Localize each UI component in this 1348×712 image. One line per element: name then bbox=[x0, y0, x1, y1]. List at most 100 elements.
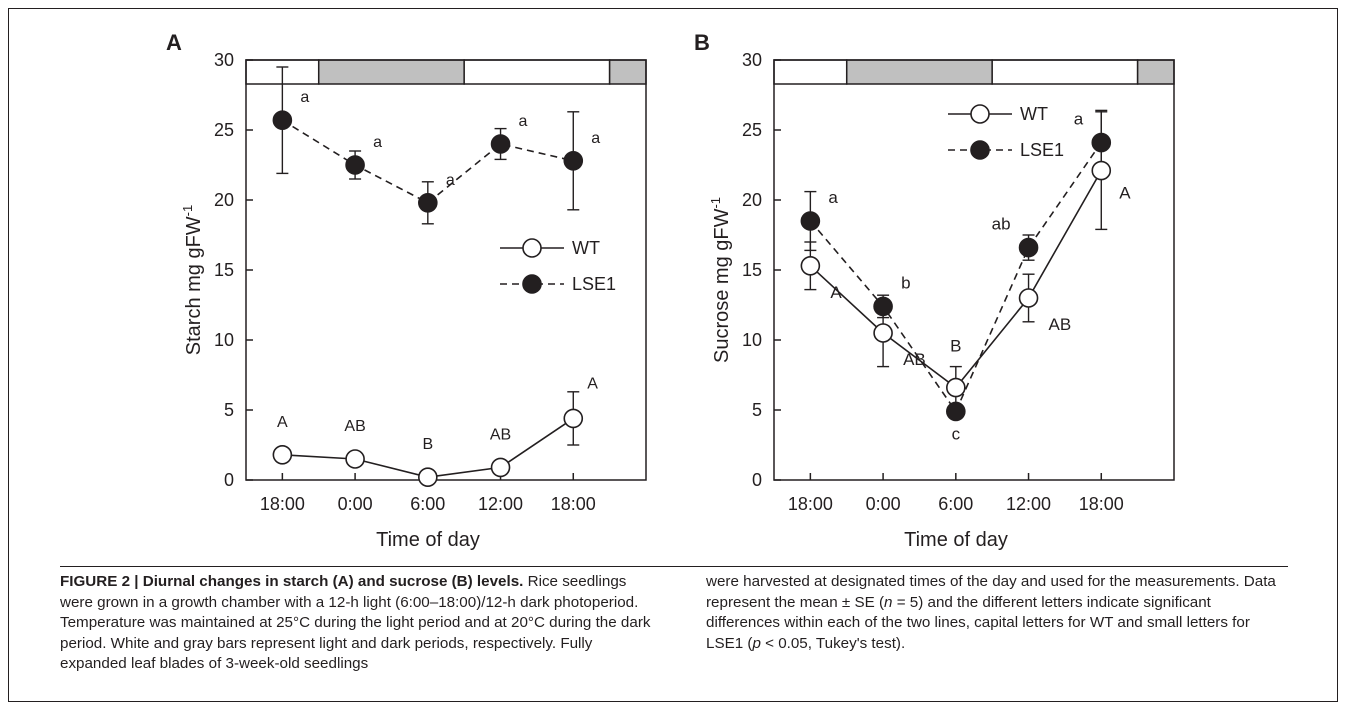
lse1-data-point bbox=[1091, 132, 1112, 153]
sucrose-chart: 0 5 10 15 20 25 30 18:00 0:00 6:00 12:00 18:00 Time … bbox=[694, 30, 1175, 551]
lse1-data-point bbox=[946, 401, 966, 422]
lse1-significance-letter: a bbox=[519, 113, 528, 130]
legend-marker bbox=[970, 140, 990, 160]
lse1-significance-letter: a bbox=[446, 172, 455, 189]
legend-label: LSE1 bbox=[1020, 140, 1064, 160]
x-tick-label: 18:00 bbox=[260, 494, 305, 514]
wt-significance-letter: A bbox=[277, 414, 288, 431]
wt-data-point bbox=[272, 444, 293, 465]
lse1-significance-letter: c bbox=[952, 424, 961, 443]
wt-significance-letter: A bbox=[587, 375, 598, 392]
caption-text-right-3: < 0.05, Tukey's test). bbox=[760, 634, 906, 652]
y-tick-label: 15 bbox=[742, 260, 762, 280]
y-tick-label: 20 bbox=[214, 190, 234, 210]
x-tick-label: 6:00 bbox=[410, 494, 445, 514]
legend-marker bbox=[970, 104, 990, 124]
caption-divider bbox=[60, 566, 1288, 567]
dark-period-bar bbox=[1136, 59, 1175, 85]
y-tick-label: 5 bbox=[752, 400, 762, 420]
lse1-data-point bbox=[272, 110, 293, 130]
wt-significance-letter: B bbox=[950, 337, 961, 356]
caption-text-right-2: = 5) and the different letters indicate … bbox=[706, 593, 1250, 652]
dark-period-bar bbox=[317, 59, 465, 85]
lse1-significance-letter: a bbox=[1074, 110, 1084, 129]
wt-data-point bbox=[873, 323, 893, 343]
starch-chart: 0 5 10 15 20 25 30 18:00 0:00 6:00 12:00 18:00 Time … bbox=[166, 30, 647, 551]
wt-data-point bbox=[1091, 160, 1112, 181]
x-tick-label: 0:00 bbox=[866, 494, 901, 514]
x-axis-label: Time of day bbox=[904, 529, 1008, 551]
y-tick-label: 30 bbox=[742, 50, 762, 70]
x-tick-label: 12:00 bbox=[1006, 494, 1051, 514]
wt-significance-letter: AB bbox=[1049, 315, 1072, 334]
light-period-bar bbox=[773, 59, 848, 85]
wt-data-point bbox=[490, 457, 511, 478]
x-tick-label: 18:00 bbox=[1079, 494, 1124, 514]
wt-significance-letter: AB bbox=[344, 418, 365, 435]
lse1-data-point bbox=[563, 151, 584, 171]
legend-label: WT bbox=[1020, 104, 1048, 124]
dark-period-bar bbox=[845, 59, 993, 85]
y-tick-label: 25 bbox=[742, 120, 762, 140]
wt-data-point bbox=[345, 449, 365, 469]
caption-n-symbol: n bbox=[884, 593, 893, 611]
legend-marker bbox=[522, 238, 542, 258]
light-period-bar bbox=[463, 59, 611, 85]
y-tick-label: 30 bbox=[214, 50, 234, 70]
figure-caption-right: were harvested at designated times of th… bbox=[706, 572, 1286, 654]
lse1-data-point bbox=[873, 296, 893, 317]
wt-significance-letter: A bbox=[1119, 184, 1131, 203]
y-tick-label: 5 bbox=[224, 400, 234, 420]
wt-significance-letter: AB bbox=[490, 426, 511, 443]
wt-significance-letter: B bbox=[422, 436, 433, 453]
caption-label: FIGURE 2 | Diurnal changes in starch (A)… bbox=[60, 573, 524, 590]
lse1-significance-letter: a bbox=[828, 188, 838, 207]
y-axis-label: Starch mg gFW-1 bbox=[180, 205, 205, 355]
y-tick-label: 10 bbox=[214, 330, 234, 350]
x-tick-label: 12:00 bbox=[478, 494, 523, 514]
caption-text-left: Rice seedlings were grown in a growth ch… bbox=[60, 573, 651, 673]
wt-data-point bbox=[418, 467, 438, 488]
y-tick-label: 20 bbox=[742, 190, 762, 210]
y-tick-label: 0 bbox=[224, 470, 234, 490]
lse1-significance-letter: a bbox=[591, 130, 600, 147]
lse1-data-point bbox=[800, 211, 821, 231]
wt-significance-letter: A bbox=[830, 283, 842, 302]
caption-p-symbol: p bbox=[752, 634, 761, 652]
wt-significance-letter: AB bbox=[903, 350, 926, 369]
panel-label: A bbox=[166, 30, 182, 55]
legend-marker bbox=[522, 274, 542, 294]
lse1-significance-letter: a bbox=[300, 89, 309, 106]
light-period-bar bbox=[991, 59, 1139, 85]
figure-caption-left: FIGURE 2 | Diurnal changes in starch (A)… bbox=[60, 572, 660, 675]
legend-label: LSE1 bbox=[572, 274, 616, 294]
wt-data-point bbox=[1018, 288, 1039, 308]
plot-frame bbox=[773, 59, 1175, 481]
y-tick-label: 10 bbox=[742, 330, 762, 350]
lse1-significance-letter: a bbox=[373, 134, 382, 151]
x-tick-label: 18:00 bbox=[551, 494, 596, 514]
lse1-significance-letter: b bbox=[901, 273, 910, 292]
y-tick-label: 15 bbox=[214, 260, 234, 280]
lse1-data-point bbox=[490, 134, 511, 154]
plot-frame bbox=[245, 59, 647, 481]
caption-text-right-1: were harvested at designated times of th… bbox=[706, 573, 1276, 611]
dark-period-bar bbox=[608, 59, 647, 85]
x-tick-label: 0:00 bbox=[338, 494, 373, 514]
figure-frame bbox=[8, 8, 1338, 702]
wt-data-point bbox=[946, 377, 966, 398]
x-tick-label: 6:00 bbox=[938, 494, 973, 514]
lse1-data-point bbox=[345, 155, 365, 175]
panel-label: B bbox=[694, 30, 710, 55]
lse1-series-line bbox=[809, 142, 1102, 414]
y-tick-label: 0 bbox=[752, 470, 762, 490]
x-axis-label: Time of day bbox=[376, 529, 480, 551]
wt-data-point bbox=[563, 408, 584, 429]
y-axis-label: Sucrose mg gFW-1 bbox=[708, 197, 733, 363]
x-tick-label: 18:00 bbox=[788, 494, 833, 514]
lse1-significance-letter: ab bbox=[992, 215, 1011, 234]
y-tick-label: 25 bbox=[214, 120, 234, 140]
legend-label: WT bbox=[572, 238, 600, 258]
lse1-data-point bbox=[418, 193, 438, 213]
wt-data-point bbox=[800, 256, 821, 276]
